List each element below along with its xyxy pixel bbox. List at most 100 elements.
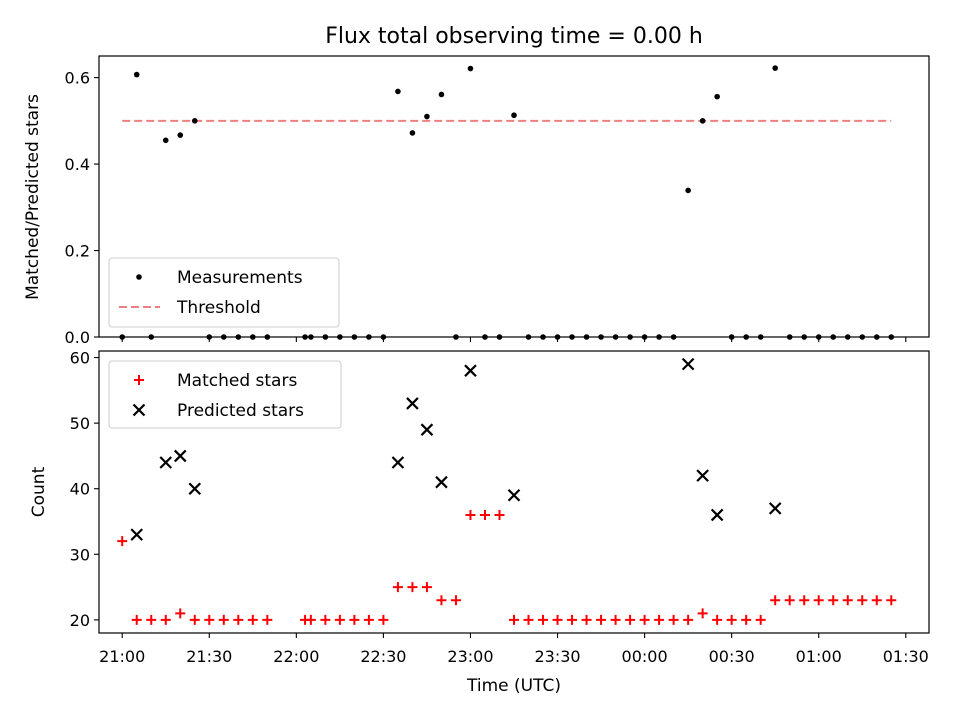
matched-star-point <box>567 614 578 625</box>
matched-star-point <box>334 614 345 625</box>
matched-star-point <box>465 509 476 520</box>
legend-measurements-swatch <box>136 274 142 280</box>
matched-star-point <box>378 614 389 625</box>
count-panel: 20 30 40 50 60 21:00 21:30 22:00 22:30 23:00 23:3… <box>29 349 930 696</box>
count-y-axis: 20 30 40 50 60 <box>70 349 99 630</box>
y-tick-label: 50 <box>70 414 90 433</box>
matched-star-point <box>392 582 403 593</box>
matched-star-point <box>509 614 519 625</box>
matched-star-point <box>363 614 374 625</box>
matched-star-point <box>886 595 897 606</box>
predicted-star-point <box>696 469 709 482</box>
x-tick-label: 22:00 <box>273 647 319 666</box>
ratio-legend: Measurements Threshold <box>108 257 340 328</box>
matched-star-point <box>668 614 679 625</box>
count-x-axis: 21:00 21:30 22:00 22:30 23:00 23:30 00:00 00:30… <box>99 633 929 666</box>
measurement-point <box>438 91 445 98</box>
matched-star-point <box>842 595 853 606</box>
ratio-panel: 0.0 0.2 0.4 0.6 Matched/Predicted stars Mea… <box>23 55 930 347</box>
y-tick-label: 0.2 <box>65 242 90 261</box>
predicted-star-point <box>130 528 144 541</box>
predicted-star-point <box>507 489 521 502</box>
matched-star-point <box>146 614 157 625</box>
x-tick-label: 21:30 <box>186 647 232 666</box>
predicted-star-point <box>435 475 448 489</box>
matched-star-point <box>784 595 795 606</box>
count-marks <box>117 357 897 625</box>
ratio-y-axis-label: Matched/Predicted stars <box>23 94 43 300</box>
measurement-point <box>511 112 517 119</box>
legend-threshold-label: Threshold <box>176 298 261 318</box>
predicted-star-point <box>406 397 419 410</box>
measurement-point <box>177 132 184 138</box>
legend-frame <box>108 360 342 429</box>
matched-star-point <box>175 608 186 619</box>
matched-star-point <box>479 509 490 520</box>
predicted-star-point <box>420 423 434 436</box>
ratio-x-ticks <box>121 337 907 342</box>
legend-frame <box>108 257 340 328</box>
matched-star-point <box>421 582 432 593</box>
matched-star-point <box>552 614 563 625</box>
legend-predicted-label: Predicted stars <box>177 401 304 421</box>
measurement-point <box>409 130 416 136</box>
x-tick-label: 01:30 <box>883 647 929 666</box>
matched-star-point <box>247 614 258 625</box>
matched-star-point <box>204 614 215 625</box>
measurement-point <box>424 113 430 120</box>
y-tick-label: 30 <box>70 545 90 564</box>
ratio-y-axis: 0.0 0.2 0.4 0.6 <box>65 69 99 347</box>
matched-star-point <box>755 614 766 625</box>
legend-matched-swatch <box>134 375 144 385</box>
y-tick-label: 0.6 <box>65 69 90 88</box>
predicted-star-point <box>464 364 477 377</box>
matched-star-point <box>436 595 447 606</box>
matched-star-point <box>625 614 636 625</box>
count-plot-frame <box>98 350 930 634</box>
matched-star-point <box>697 608 708 619</box>
predicted-star-point <box>681 357 695 371</box>
chart-title: Flux total observing time = 0.00 h <box>325 24 703 49</box>
matched-star-point <box>407 582 418 593</box>
legend-matched-label: Matched stars <box>177 371 297 391</box>
matched-star-point <box>799 595 810 606</box>
matched-star-point <box>741 614 752 625</box>
count-y-axis-label: Count <box>29 466 49 517</box>
x-tick-label: 22:30 <box>360 647 406 666</box>
x-tick-label: 00:30 <box>709 647 755 666</box>
predicted-star-point <box>710 508 724 522</box>
matched-star-point <box>131 614 142 625</box>
ratio-plot-frame <box>98 55 930 338</box>
matched-star-point <box>117 536 128 547</box>
measurement-point <box>191 118 198 124</box>
predicted-star-point <box>391 456 405 469</box>
matched-star-point <box>218 614 229 625</box>
measurement-point <box>699 118 706 124</box>
matched-star-point <box>596 614 607 625</box>
matched-star-point <box>683 614 694 625</box>
predicted-star-point <box>768 502 782 515</box>
matched-star-point <box>581 614 592 625</box>
matched-star-point <box>523 614 534 625</box>
matched-star-point <box>349 614 360 625</box>
matched-star-point <box>726 614 737 625</box>
x-tick-label: 21:00 <box>99 647 145 666</box>
measurement-point <box>395 88 401 95</box>
legend-measurements-label: Measurements <box>177 268 303 288</box>
measurement-point <box>467 65 474 72</box>
matched-star-point <box>770 595 781 606</box>
y-tick-label: 0.0 <box>65 328 90 347</box>
matched-star-point <box>654 614 665 625</box>
matched-star-point <box>160 614 171 625</box>
matched-star-point <box>538 614 549 625</box>
matched-star-point <box>189 614 200 625</box>
x-axis-label: Time (UTC) <box>466 676 561 696</box>
measurement-point <box>685 187 691 194</box>
matched-star-point <box>712 614 723 625</box>
legend-predicted-swatch <box>132 403 146 417</box>
matched-star-point <box>494 509 505 520</box>
predicted-star-point <box>173 449 187 463</box>
matched-star-point <box>828 595 839 606</box>
matched-star-point <box>262 614 273 625</box>
